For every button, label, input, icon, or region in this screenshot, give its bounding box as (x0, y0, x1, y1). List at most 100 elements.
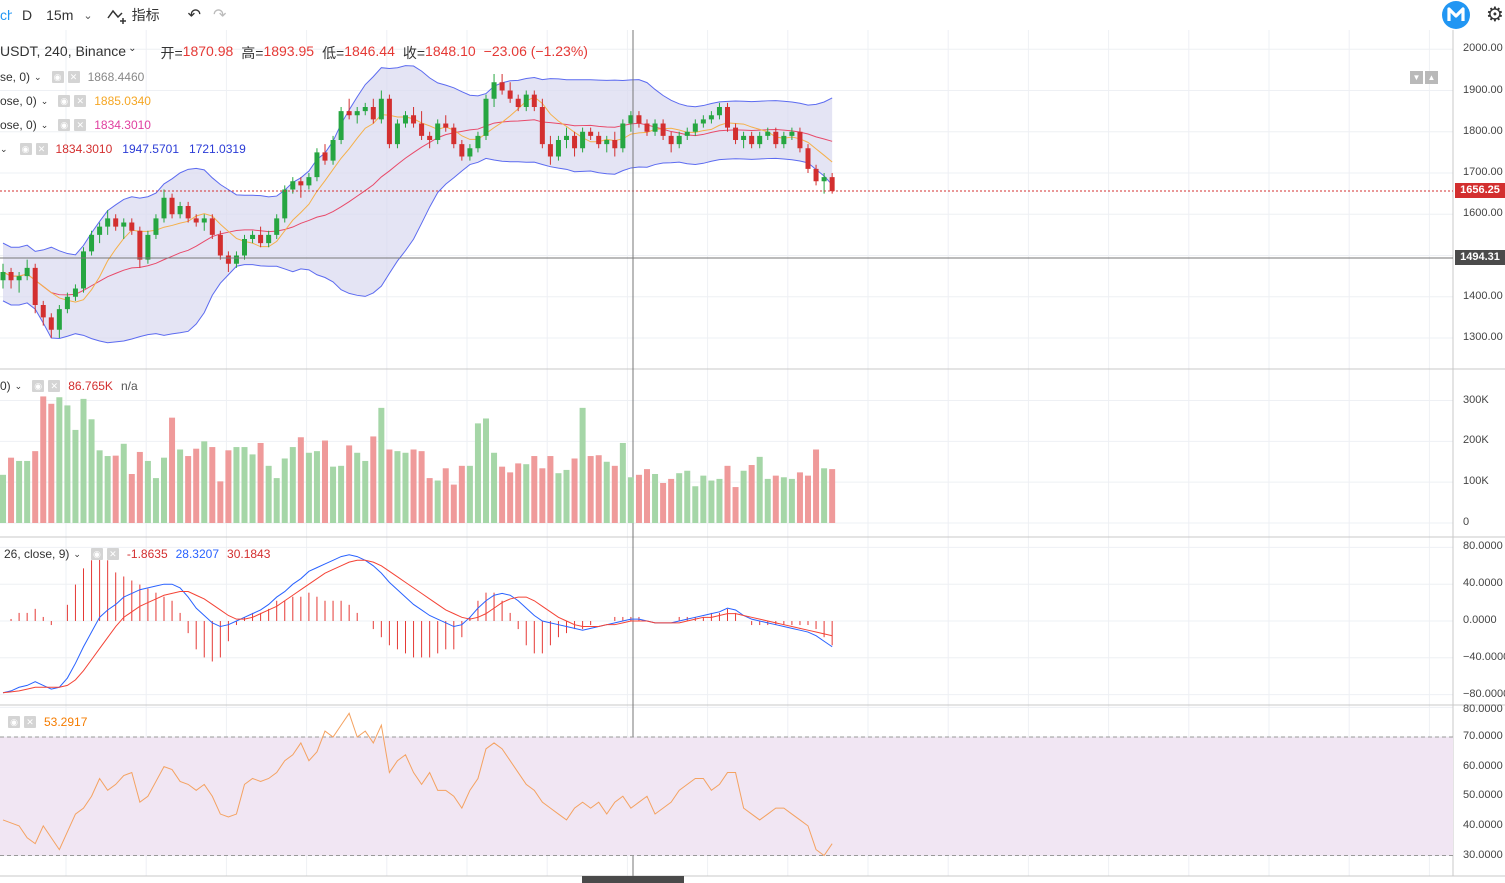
candle-body (346, 111, 352, 116)
ma2-name[interactable]: ose, 0) (0, 94, 37, 108)
candle-body (507, 90, 513, 99)
close-icon[interactable]: ✕ (48, 380, 61, 392)
price-axis-label: 2000.00 (1463, 42, 1503, 55)
eye-icon[interactable]: ◉ (58, 119, 71, 131)
rsi-axis-label: 40.0000 (1463, 818, 1503, 831)
ma2-legend: ose, 0) ⌄ ◉ ✕ 1885.0340 (0, 94, 151, 108)
volume-bar (40, 396, 47, 523)
candle-body (250, 234, 256, 239)
chevron-down-icon[interactable]: ⌄ (0, 143, 8, 154)
eye-icon[interactable]: ◉ (19, 143, 32, 155)
macd-value: 28.3207 (175, 547, 220, 561)
volume-bar (595, 455, 602, 523)
collapse-pane-icon[interactable]: ▼ (1410, 71, 1423, 84)
candle-body (306, 177, 312, 186)
volume-bar (716, 478, 723, 523)
candle-body (708, 115, 714, 120)
redo-icon[interactable]: ↷ (212, 7, 227, 24)
volume-bar (8, 457, 15, 523)
macd-axis-label: 80.0000 (1463, 540, 1503, 553)
candle-body (97, 226, 103, 235)
volume-bar (442, 468, 449, 523)
undo-icon[interactable]: ↶ (187, 7, 201, 24)
close-icon[interactable]: ✕ (74, 95, 87, 107)
indicators-button[interactable]: 指标 (106, 0, 160, 30)
candle-body (459, 144, 465, 157)
candle-body (620, 123, 626, 149)
eye-icon[interactable]: ◉ (51, 71, 64, 83)
chevron-down-icon[interactable]: ⌄ (73, 548, 81, 559)
volume-bar (177, 449, 184, 523)
volume-bar (450, 484, 457, 523)
candle-body (314, 152, 320, 178)
price-axis-label: 1900.00 (1463, 83, 1503, 96)
volume-bar (394, 451, 401, 523)
candle-body (813, 168, 819, 182)
bollinger-upper-line (2, 65, 833, 256)
symbol-chevron-icon[interactable]: ⌄ (128, 43, 137, 54)
candle-body (419, 123, 425, 136)
close-icon[interactable]: ✕ (106, 548, 119, 560)
candle-body (467, 148, 473, 157)
volume-bar (249, 454, 256, 523)
volume-bar (48, 403, 55, 523)
chevron-down-icon[interactable]: ⌄ (34, 71, 42, 82)
volume-bar (523, 464, 530, 523)
candle-body (113, 218, 119, 227)
open-value: 1870.98 (182, 43, 234, 59)
close-icon[interactable]: ✕ (74, 119, 87, 131)
candle-body (789, 131, 795, 136)
volume-bar (313, 451, 320, 523)
chevron-down-icon[interactable]: ⌄ (40, 95, 49, 106)
volume-legend: 0) ⌄ ◉ ✕ 86.765K n/a (0, 379, 138, 393)
volume-bar (732, 487, 739, 523)
ma3-legend: ose, 0) ⌄ ◉ ✕ 1834.3010 (0, 118, 151, 132)
candle-body (588, 131, 594, 136)
interval-dropdown-chevron-icon[interactable]: ⌄ (83, 9, 93, 22)
macd-signal-line (2, 559, 833, 694)
m-logo-icon[interactable] (1441, 0, 1471, 30)
candle-body (765, 131, 771, 136)
symbol-title[interactable]: USDT, 240, Binance (0, 43, 127, 59)
interval-15m-button[interactable]: 15m (46, 7, 74, 23)
settings-gear-icon[interactable]: ⚙ (1486, 4, 1504, 26)
resolution-d-button[interactable]: D (22, 7, 33, 23)
candle-body (209, 218, 215, 235)
chevron-down-icon[interactable]: ⌄ (40, 119, 49, 130)
pane-scale-icon[interactable]: ▲ (1425, 71, 1438, 84)
candle-body (370, 107, 376, 120)
ma3-name[interactable]: ose, 0) (0, 118, 37, 132)
volume-bar (152, 478, 159, 523)
volume-bar (56, 397, 63, 523)
candle-body (684, 131, 690, 136)
candle-body (628, 115, 634, 124)
close-icon[interactable]: ✕ (67, 71, 80, 83)
candle-body (40, 305, 46, 318)
candle-body (411, 115, 417, 124)
price-axis-label: 1400.00 (1463, 289, 1503, 302)
eye-icon[interactable]: ◉ (58, 95, 71, 107)
candle-body (499, 82, 505, 91)
candle-body (403, 115, 408, 124)
candle-body (185, 206, 191, 219)
eye-icon[interactable]: ◉ (32, 380, 45, 392)
ma1-name[interactable]: se, 0) (0, 70, 31, 84)
chevron-down-icon[interactable]: ⌄ (14, 380, 23, 391)
eye-icon[interactable]: ◉ (8, 716, 20, 728)
eye-icon[interactable]: ◉ (90, 548, 103, 560)
volume-name[interactable]: 0) (0, 379, 11, 393)
ohlc-header: USDT, 240, Binance ⌄ 开= 1870.98 高= 1893.95… (0, 43, 596, 63)
rsi-value: 53.2917 (44, 715, 88, 729)
chart-canvas[interactable] (0, 30, 1505, 883)
crosshair-price-badge: 1494.31 (1455, 250, 1505, 265)
macd-name[interactable]: 26, close, 9) (4, 547, 70, 561)
time-badge (582, 876, 684, 883)
volume-bar (668, 478, 675, 523)
symbol-search-button[interactable]: ch (0, 7, 12, 23)
volume-bar (507, 472, 514, 523)
volume-bar (362, 460, 369, 523)
volume-bar (80, 398, 87, 523)
close-icon[interactable]: ✕ (24, 716, 36, 728)
close-icon[interactable]: ✕ (35, 143, 48, 155)
volume-bar (434, 480, 441, 523)
